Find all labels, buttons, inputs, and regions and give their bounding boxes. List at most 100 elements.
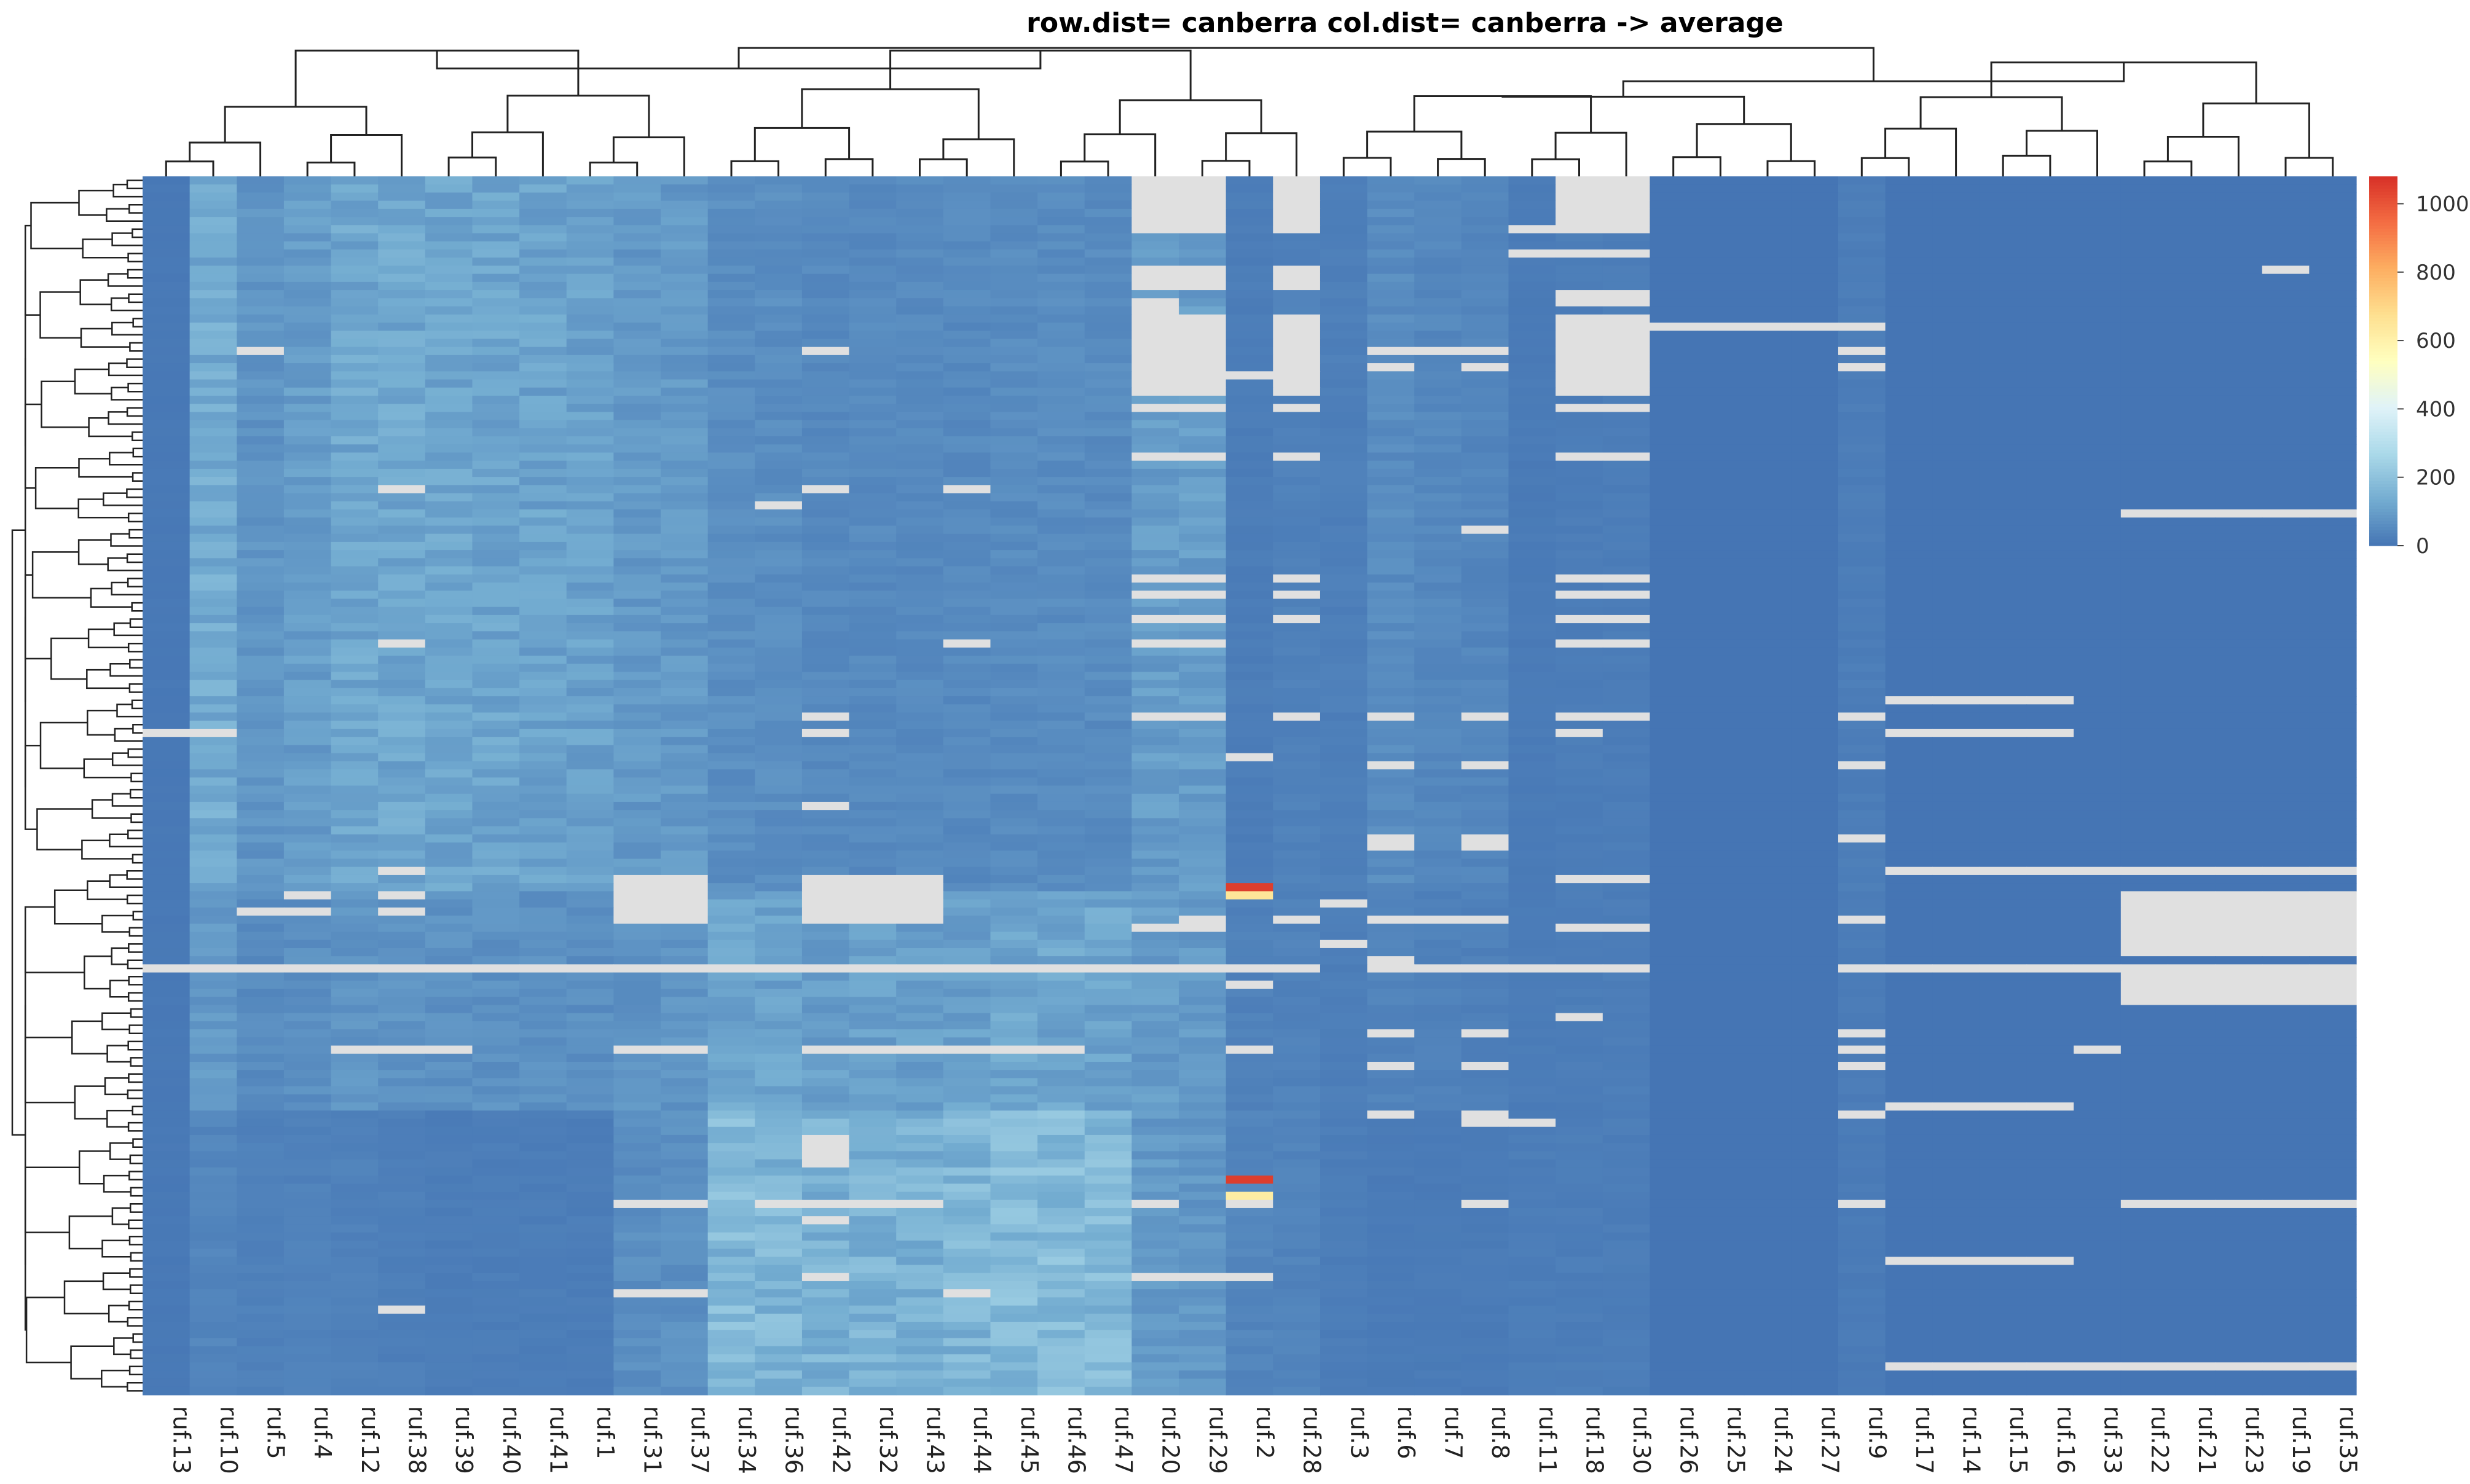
heatmap-cell	[896, 948, 944, 957]
heatmap-cell	[1367, 533, 1415, 543]
heatmap-cell	[2026, 517, 2074, 527]
heatmap-cell	[1037, 810, 1085, 819]
heatmap-cell	[1179, 761, 1227, 770]
heatmap-cell	[1273, 810, 1321, 819]
heatmap-cell	[1461, 761, 1509, 770]
heatmap-cell	[1838, 631, 1886, 640]
heatmap-cell	[896, 566, 944, 575]
heatmap-cell	[237, 233, 285, 242]
heatmap-cell	[707, 347, 755, 356]
heatmap-cell	[1838, 607, 1886, 616]
heatmap-cell	[1602, 899, 1651, 908]
heatmap-cell	[613, 371, 661, 380]
heatmap-cell	[849, 745, 897, 754]
heatmap-cell	[378, 599, 426, 608]
heatmap-cell	[1367, 379, 1415, 388]
heatmap-cell	[2168, 599, 2216, 608]
heatmap-cell	[283, 233, 332, 242]
heatmap-cell	[331, 924, 379, 933]
heatmap-cell	[425, 176, 473, 185]
heatmap-cell	[331, 899, 379, 908]
heatmap-cell	[2309, 217, 2357, 226]
heatmap-cell	[707, 428, 755, 437]
heatmap-cell	[1414, 972, 1462, 981]
heatmap-cell	[1273, 704, 1321, 713]
heatmap-cell	[1744, 200, 1792, 210]
heatmap-cell	[1414, 607, 1462, 616]
heatmap-cell	[613, 225, 661, 234]
heatmap-cell	[566, 525, 614, 535]
heatmap-cell	[2168, 436, 2216, 445]
heatmap-cell	[1556, 428, 1603, 437]
heatmap-cell	[661, 583, 709, 591]
heatmap-cell	[755, 404, 803, 412]
heatmap-cell	[143, 241, 191, 250]
heatmap-cell	[943, 956, 991, 965]
heatmap-cell	[1650, 883, 1697, 892]
heatmap-cell	[1885, 712, 1933, 721]
heatmap-cell	[1320, 712, 1368, 721]
heatmap-cell	[1179, 485, 1227, 494]
heatmap-cell	[2309, 591, 2357, 600]
heatmap-cell	[2262, 672, 2310, 681]
heatmap-cell	[566, 704, 614, 713]
heatmap-cell	[2168, 826, 2216, 835]
heatmap-cell	[2309, 322, 2357, 331]
heatmap-cell	[661, 745, 709, 754]
heatmap-cell	[1367, 874, 1415, 884]
heatmap-cell	[661, 501, 709, 510]
heatmap-cell	[1037, 737, 1085, 745]
heatmap-cell	[472, 631, 520, 640]
heatmap-cell	[143, 614, 191, 624]
heatmap-cell	[472, 639, 520, 648]
heatmap-cell	[755, 550, 803, 559]
heatmap-cell	[1556, 599, 1603, 608]
heatmap-cell	[755, 907, 803, 916]
heatmap-cell	[1508, 891, 1556, 900]
heatmap-cell	[2262, 460, 2310, 469]
heatmap-cell	[378, 769, 426, 778]
heatmap-cell	[189, 745, 237, 754]
heatmap-cell	[1508, 387, 1556, 396]
heatmap-cell	[943, 444, 991, 453]
heatmap-cell	[2026, 200, 2074, 210]
heatmap-cell	[1932, 777, 1980, 787]
heatmap-cell	[2168, 208, 2216, 218]
dendrogram-branch	[24, 574, 52, 660]
heatmap-cell	[237, 395, 285, 404]
heatmap-cell	[896, 631, 944, 640]
heatmap-cell	[1932, 306, 1980, 315]
heatmap-cell	[1838, 444, 1886, 453]
heatmap-cell	[566, 225, 614, 234]
heatmap-cell	[237, 980, 285, 989]
heatmap-cell	[237, 200, 285, 210]
heatmap-cell	[283, 712, 332, 721]
heatmap-cell	[613, 753, 661, 762]
heatmap-cell	[1650, 623, 1697, 632]
heatmap-cell	[1037, 550, 1085, 559]
heatmap-cell	[2026, 631, 2074, 640]
heatmap-cell	[801, 639, 850, 648]
heatmap-cell	[896, 347, 944, 356]
heatmap-cell	[801, 964, 850, 973]
heatmap-cell	[1979, 899, 2028, 908]
heatmap-cell	[1037, 883, 1085, 892]
heatmap-cell	[943, 997, 991, 1006]
heatmap-cell	[1367, 997, 1415, 1006]
heatmap-cell	[1791, 387, 1839, 396]
heatmap-cell	[2309, 517, 2357, 527]
heatmap-cell	[519, 558, 567, 567]
heatmap-cell	[1650, 339, 1697, 348]
heatmap-cell	[143, 192, 191, 202]
heatmap-cell	[613, 184, 661, 194]
heatmap-cell	[378, 712, 426, 721]
heatmap-cell	[2168, 737, 2216, 745]
heatmap-cell	[143, 761, 191, 770]
heatmap-cell	[472, 387, 520, 396]
heatmap-cell	[519, 184, 567, 194]
heatmap-cell	[2309, 379, 2357, 388]
heatmap-cell	[425, 347, 473, 356]
heatmap-cell	[189, 842, 237, 851]
heatmap-cell	[425, 704, 473, 713]
heatmap-cell	[1461, 834, 1509, 843]
